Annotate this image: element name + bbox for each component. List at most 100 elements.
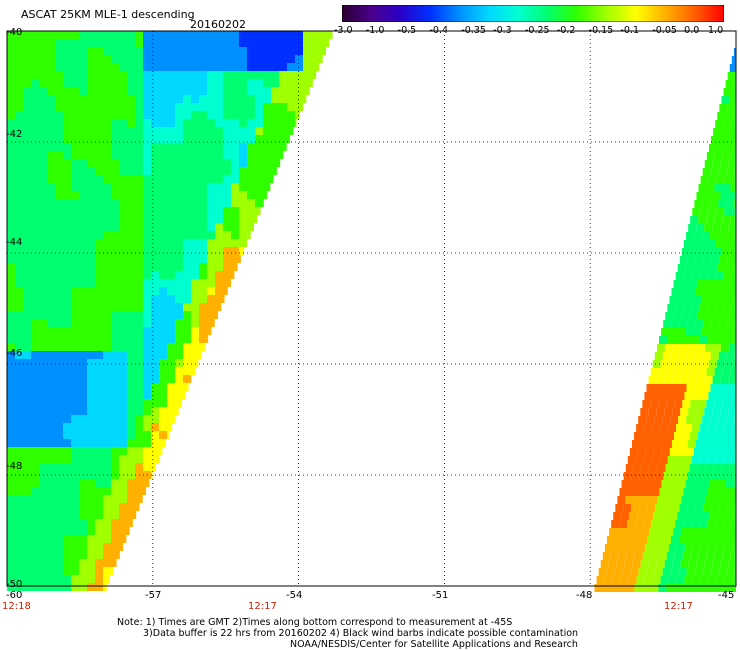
swath-cell-left: [7, 47, 15, 55]
swath-cell-left: [127, 423, 135, 431]
swath-cell-left: [215, 87, 223, 95]
swath-cell-left: [239, 143, 247, 151]
swath-cell-left: [167, 359, 175, 367]
swath-cell-left: [167, 415, 175, 423]
swath-cell-right: [701, 264, 710, 272]
swath-cell-right: [675, 304, 684, 312]
swath-cell-left: [103, 79, 111, 87]
swath-cell-right: [682, 584, 691, 592]
swath-cell-left: [223, 199, 231, 207]
swath-cell-right: [732, 144, 736, 152]
swath-cell-left: [63, 247, 71, 255]
swath-cell-left: [215, 159, 223, 167]
swath-cell-left: [95, 559, 103, 567]
swath-cell-left: [95, 479, 103, 487]
swath-cell-left: [103, 575, 110, 583]
swath-cell-right: [730, 216, 736, 224]
swath-cell-right: [635, 488, 644, 496]
swath-cell-left: [111, 87, 119, 95]
swath-cell-left: [15, 359, 23, 367]
swath-cell-left: [95, 127, 103, 135]
swath-cell-left: [63, 167, 71, 175]
swath-cell-left: [175, 183, 183, 191]
swath-cell-left: [215, 287, 223, 295]
swath-cell-left: [55, 423, 63, 431]
swath-cell-left: [7, 519, 15, 527]
swath-cell-left: [7, 111, 15, 119]
swath-cell-left: [71, 455, 79, 463]
swath-cell-left: [87, 447, 95, 455]
swath-cell-left: [31, 55, 39, 63]
swath-cell-left: [199, 183, 207, 191]
swath-cell-right: [643, 520, 652, 528]
swath-cell-left: [23, 399, 31, 407]
swath-cell-left: [151, 55, 159, 63]
swath-cell-right: [708, 208, 717, 216]
swath-cell-right: [682, 552, 691, 560]
swath-cell-right: [702, 568, 711, 576]
swath-cell-left: [95, 199, 103, 207]
swath-cell-left: [263, 183, 271, 191]
swath-cell-left: [215, 199, 223, 207]
swath-cell-left: [7, 327, 15, 335]
swath-cell-right: [717, 296, 726, 304]
swath-cell-left: [87, 119, 95, 127]
swath-cell-right: [697, 464, 706, 472]
swath-cell-left: [215, 279, 223, 287]
swath-cell-left: [135, 287, 143, 295]
swath-cell-right: [695, 440, 704, 448]
swath-cell-right: [720, 408, 729, 416]
swath-cell-left: [127, 319, 135, 327]
swath-cell-left: [55, 295, 63, 303]
swath-cell-right: [607, 536, 616, 544]
swath-cell-right: [711, 136, 720, 144]
swath-cell-left: [119, 423, 127, 431]
swath-cell-right: [683, 336, 692, 344]
swath-cell-right: [665, 528, 674, 536]
swath-cell-left: [159, 447, 163, 455]
swath-cell-left: [71, 543, 79, 551]
swath-cell-left: [95, 543, 103, 551]
swath-cell-left: [31, 135, 39, 143]
swath-cell-left: [47, 447, 55, 455]
swath-cell-right: [731, 120, 736, 128]
swath-cell-left: [31, 287, 39, 295]
swath-cell-left: [23, 183, 31, 191]
swath-cell-left: [191, 343, 199, 351]
swath-cell-left: [111, 127, 119, 135]
swath-cell-left: [303, 39, 311, 47]
swath-cell-right: [630, 568, 639, 576]
swath-cell-left: [39, 447, 47, 455]
swath-cell-right: [692, 392, 701, 400]
swath-cell-left: [39, 399, 47, 407]
swath-cell-right: [732, 576, 736, 584]
swath-cell-left: [143, 127, 151, 135]
swath-cell-left: [47, 383, 55, 391]
swath-cell-right: [703, 472, 712, 480]
swath-cell-left: [15, 503, 23, 511]
swath-cell-left: [119, 199, 127, 207]
swath-cell-left: [103, 535, 111, 543]
swath-cell-left: [111, 103, 119, 111]
swath-cell-left: [103, 311, 111, 319]
swath-cell-left: [103, 567, 111, 575]
swath-cell-left: [39, 47, 47, 55]
swath-cell-left: [111, 511, 119, 519]
swath-cell-right: [685, 264, 694, 272]
swath-cell-left: [79, 303, 87, 311]
swath-cell-left: [31, 271, 39, 279]
swath-cell-right: [710, 384, 719, 392]
swath-cell-left: [23, 327, 31, 335]
swath-cell-left: [255, 39, 263, 47]
swath-cell-left: [239, 79, 247, 87]
swath-cell-right: [695, 288, 704, 296]
swath-cell-right: [727, 472, 736, 480]
swath-cell-right: [688, 560, 697, 568]
swath-cell-right: [713, 128, 722, 136]
lon-label-48: -48: [576, 590, 593, 601]
swath-cell-right: [684, 424, 693, 432]
swath-cell-left: [111, 431, 119, 439]
swath-cell-right: [668, 424, 677, 432]
swath-cell-left: [143, 207, 151, 215]
swath-cell-right: [614, 568, 623, 576]
